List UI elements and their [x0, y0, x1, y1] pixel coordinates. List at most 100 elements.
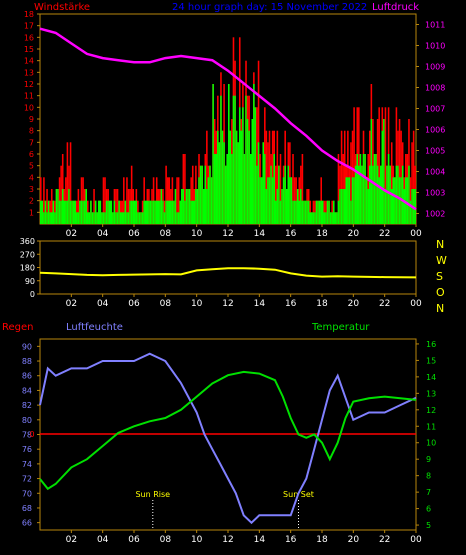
wind-avg-bar [264, 154, 266, 224]
wind-max-bar [166, 177, 169, 224]
wind-max-bar [411, 142, 413, 224]
wind-avg-bar [326, 200, 329, 224]
wind-max-bar [343, 130, 346, 224]
wind-avg-bar [115, 212, 117, 224]
wind-max-bar [126, 177, 128, 224]
wind-avg-bar [307, 200, 310, 224]
panel1-left-tick-label: 9 [29, 115, 34, 124]
wind-avg-bar [364, 154, 366, 224]
panel2-x-tick-label: 20 [348, 299, 360, 309]
panel1-left-tick-label: 14 [24, 57, 34, 66]
wind-avg-bar [267, 177, 269, 224]
wind-avg-bar [206, 189, 208, 224]
wind-avg-bar [46, 212, 48, 224]
wind-avg-bar [365, 177, 368, 224]
wind-avg-bar [218, 142, 221, 224]
wind-avg-bar [44, 200, 47, 224]
humidity-label: Luftfeuchte [66, 322, 123, 333]
panel3-left-tick-label: 78 [22, 431, 32, 440]
wind-avg-bar [79, 200, 81, 224]
wind-avg-bar [160, 189, 163, 224]
pressure-line [39, 27, 417, 211]
panel2-x-tick-label: 10 [191, 299, 203, 309]
wind-avg-bar [152, 200, 155, 224]
wind-avg-bar [323, 212, 326, 224]
wind-avg-bar [254, 107, 257, 224]
wind-avg-bar [329, 212, 332, 224]
panel2-left-tick-label: 270 [20, 250, 35, 259]
panel2-x-tick-label: 18 [316, 299, 328, 309]
wind-avg-bar [251, 119, 254, 224]
temperature-label: Temperatur [311, 322, 370, 333]
panel1-left-tick-label: 16 [24, 33, 34, 42]
wind-avg-bar [151, 200, 153, 224]
wind-max-bar [104, 177, 106, 224]
wind-avg-bar [224, 165, 227, 224]
panel3-left-tick-label: 70 [22, 489, 32, 498]
wind-avg-bar [163, 212, 166, 224]
wind-avg-bar [414, 189, 416, 224]
panel2-x-tick-label: 12 [222, 299, 233, 309]
wind-avg-bar [76, 212, 78, 224]
wind-max-bar [58, 177, 61, 224]
wind-avg-bar [314, 212, 316, 224]
panel1-right-tick-label: 1004 [425, 168, 445, 177]
panel1-left-tick-label: 8 [29, 127, 34, 136]
panel1-left-tick-label: 5 [29, 162, 34, 171]
wind-avg-bar [77, 212, 80, 224]
wind-pressure-panel: 1234567891011121314151617181002100310041… [24, 10, 446, 239]
wind-avg-bar [72, 200, 75, 224]
wind-avg-bar [118, 200, 120, 224]
wind-max-bar [171, 177, 174, 224]
wind-avg-bar [102, 212, 105, 224]
wind-avg-bar [87, 212, 89, 224]
wind-max-bar [378, 107, 380, 224]
panel3-left-tick-label: 76 [22, 445, 32, 454]
wind-max-bar [60, 165, 62, 224]
panel2-x-tick-label: 14 [254, 299, 266, 309]
panel2-x-tick-label: 06 [128, 299, 140, 309]
panel1-right-tick-label: 1003 [425, 189, 445, 198]
wind-avg-bar [285, 189, 288, 224]
wind-avg-bar [282, 177, 285, 224]
wind-avg-bar [188, 189, 191, 224]
wind-avg-bar [350, 200, 352, 224]
wind-avg-bar [97, 200, 100, 224]
wind-max-bar [93, 189, 95, 224]
wind-avg-bar [322, 200, 324, 224]
wind-avg-bar [198, 177, 200, 224]
wind-avg-bar [373, 154, 376, 224]
panel1-right-tick-label: 1011 [425, 21, 445, 30]
wind-avg-bar [210, 177, 213, 224]
wind-avg-bar [361, 165, 363, 224]
panel1-left-tick-label: 2 [29, 197, 34, 206]
wind-avg-bar [173, 200, 175, 224]
wind-max-bar [276, 130, 279, 224]
wind-avg-bar [290, 177, 293, 224]
panel1-right-tick-label: 1002 [425, 210, 445, 219]
wind-avg-bar [196, 189, 199, 224]
wind-avg-bar [40, 200, 42, 224]
wind-avg-bar [207, 177, 210, 224]
wind-avg-bar [278, 165, 280, 224]
panel3-left-tick-label: 86 [22, 372, 32, 381]
wind-avg-bar [359, 154, 362, 224]
wind-avg-bar [140, 212, 142, 224]
wind-avg-bar [403, 189, 406, 224]
wind-avg-bar [171, 200, 174, 224]
panel3-left-tick-label: 84 [22, 386, 32, 395]
header-left-label: Windstärke [34, 2, 90, 13]
wind-avg-bar [298, 200, 301, 224]
panel3-right-tick-label: 12 [426, 406, 436, 415]
wind-avg-bar [71, 200, 73, 224]
panel3-right-tick-label: 5 [426, 521, 431, 530]
wind-avg-bar [279, 200, 282, 224]
panel1-x-tick-label: 14 [254, 229, 266, 239]
wind-avg-bar [90, 200, 92, 224]
wind-avg-bar [370, 119, 373, 224]
wind-avg-bar [229, 130, 232, 224]
panel1-right-tick-label: 1006 [425, 126, 445, 135]
wind-avg-bar [91, 212, 94, 224]
compass-label: N [436, 238, 444, 251]
wind-avg-bar [149, 200, 152, 224]
